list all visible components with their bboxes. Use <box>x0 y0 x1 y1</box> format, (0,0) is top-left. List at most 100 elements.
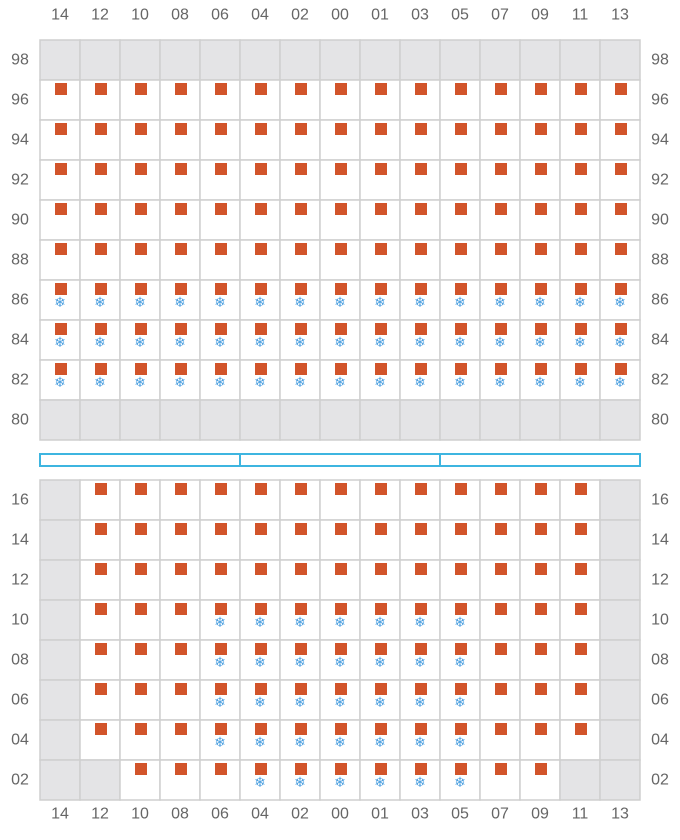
orange-square-icon <box>575 243 587 255</box>
orange-square-icon <box>575 283 587 295</box>
snowflake-icon: ❄ <box>174 295 186 311</box>
tier-label: 92 <box>651 172 669 189</box>
bay-cell <box>159 239 201 281</box>
orange-square-icon <box>335 363 347 375</box>
orange-square-icon <box>495 323 507 335</box>
bay-cell <box>39 159 81 201</box>
orange-square-icon <box>495 483 507 495</box>
orange-square-icon <box>415 83 427 95</box>
snowflake-icon: ❄ <box>414 335 426 351</box>
hatch-cover-panel <box>239 453 441 467</box>
orange-square-icon <box>455 243 467 255</box>
hold-section: 16 16 14 14 12 12 10 10 08 08 06 06 04 04 02 02 ❄ ❄ ❄ ❄ ❄ ❄ ❄ ❄… <box>11 479 669 801</box>
snowflake-icon: ❄ <box>454 735 466 751</box>
orange-square-icon <box>55 243 67 255</box>
snowflake-icon: ❄ <box>614 375 626 391</box>
orange-square-icon <box>255 563 267 575</box>
bay-cell <box>159 279 201 321</box>
orange-square-icon <box>335 83 347 95</box>
orange-square-icon <box>495 283 507 295</box>
blocked-cell <box>39 519 81 561</box>
orange-square-icon <box>175 763 187 775</box>
orange-square-icon <box>535 523 547 535</box>
snowflake-icon: ❄ <box>294 775 306 791</box>
orange-square-icon <box>215 763 227 775</box>
orange-square-icon <box>255 243 267 255</box>
column-labels-top: 14 12 10 08 06 04 02 00 01 03 05 07 09 11 13 <box>51 7 629 24</box>
orange-square-icon <box>575 723 587 735</box>
orange-square-icon <box>615 83 627 95</box>
orange-square-icon <box>175 643 187 655</box>
snowflake-icon: ❄ <box>254 775 266 791</box>
snowflake-icon: ❄ <box>214 335 226 351</box>
blocked-cell <box>599 39 641 81</box>
orange-square-icon <box>535 483 547 495</box>
snowflake-icon: ❄ <box>454 655 466 671</box>
snowflake-icon: ❄ <box>414 295 426 311</box>
column-label: 08 <box>171 806 189 823</box>
tier-label: 82 <box>11 372 29 389</box>
snowflake-icon: ❄ <box>374 295 386 311</box>
snowflake-icon: ❄ <box>534 335 546 351</box>
orange-square-icon <box>55 283 67 295</box>
orange-square-icon <box>175 243 187 255</box>
orange-square-icon <box>375 603 387 615</box>
snowflake-icon: ❄ <box>214 695 226 711</box>
tier-label: 16 <box>651 492 669 509</box>
snowflake-icon: ❄ <box>334 775 346 791</box>
orange-square-icon <box>535 563 547 575</box>
blocked-cell <box>359 39 401 81</box>
orange-square-icon <box>175 683 187 695</box>
orange-square-icon <box>135 283 147 295</box>
orange-square-icon <box>375 203 387 215</box>
orange-square-icon <box>415 723 427 735</box>
orange-square-icon <box>455 283 467 295</box>
blocked-cell <box>559 759 601 801</box>
orange-square-icon <box>495 643 507 655</box>
snowflake-icon: ❄ <box>254 335 266 351</box>
snowflake-icon: ❄ <box>334 335 346 351</box>
blocked-cell <box>439 399 481 441</box>
orange-square-icon <box>255 203 267 215</box>
orange-square-icon <box>495 763 507 775</box>
orange-square-icon <box>335 283 347 295</box>
blocked-cell <box>79 399 121 441</box>
orange-square-icon <box>375 483 387 495</box>
snowflake-icon: ❄ <box>334 375 346 391</box>
snowflake-icon: ❄ <box>294 375 306 391</box>
blocked-cell <box>199 399 241 441</box>
orange-square-icon <box>255 483 267 495</box>
tier-label: 12 <box>651 572 669 589</box>
column-label: 05 <box>451 806 469 823</box>
snowflake-icon: ❄ <box>374 615 386 631</box>
orange-square-icon <box>415 243 427 255</box>
column-label: 05 <box>451 7 469 24</box>
column-label: 13 <box>611 7 629 24</box>
orange-square-icon <box>95 603 107 615</box>
blocked-cell <box>519 39 561 81</box>
orange-square-icon <box>135 483 147 495</box>
snowflake-icon: ❄ <box>174 335 186 351</box>
orange-square-icon <box>575 163 587 175</box>
orange-square-icon <box>575 603 587 615</box>
snowflake-icon: ❄ <box>294 335 306 351</box>
snowflake-icon: ❄ <box>334 295 346 311</box>
blocked-cell <box>319 399 361 441</box>
bay-cell <box>479 239 521 281</box>
orange-square-icon <box>95 723 107 735</box>
snowflake-icon: ❄ <box>414 695 426 711</box>
orange-square-icon <box>175 83 187 95</box>
snowflake-icon: ❄ <box>374 655 386 671</box>
tier-label: 92 <box>11 172 29 189</box>
orange-square-icon <box>255 163 267 175</box>
orange-square-icon <box>615 363 627 375</box>
column-label: 13 <box>611 806 629 823</box>
tier-label: 06 <box>11 692 29 709</box>
snowflake-icon: ❄ <box>454 335 466 351</box>
blocked-cell <box>599 559 641 601</box>
hatch-cover <box>39 453 641 467</box>
tier-label: 04 <box>11 732 29 749</box>
orange-square-icon <box>415 203 427 215</box>
column-label: 06 <box>211 7 229 24</box>
snowflake-icon: ❄ <box>214 295 226 311</box>
